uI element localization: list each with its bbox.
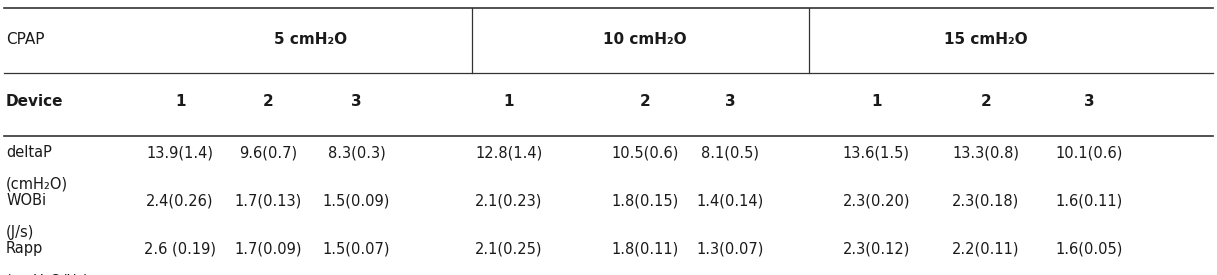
Text: 2.3(0.20): 2.3(0.20) — [842, 193, 910, 208]
Text: (cmH₂O): (cmH₂O) — [6, 177, 68, 192]
Text: 13.9(1.4): 13.9(1.4) — [146, 145, 214, 160]
Text: 1.3(0.07): 1.3(0.07) — [696, 241, 764, 256]
Text: 2: 2 — [981, 94, 991, 109]
Text: 1: 1 — [504, 94, 514, 109]
Text: 2.6 (0.19): 2.6 (0.19) — [144, 241, 217, 256]
Text: Rapp: Rapp — [6, 241, 44, 256]
Text: 2.3(0.12): 2.3(0.12) — [842, 241, 910, 256]
Text: 13.6(1.5): 13.6(1.5) — [842, 145, 910, 160]
Text: 2.4(0.26): 2.4(0.26) — [146, 193, 214, 208]
Text: 2: 2 — [640, 94, 650, 109]
Text: 5 cmH₂O: 5 cmH₂O — [274, 32, 347, 47]
Text: 1.8(0.11): 1.8(0.11) — [611, 241, 679, 256]
Text: 2: 2 — [263, 94, 273, 109]
Text: 8.1(0.5): 8.1(0.5) — [701, 145, 759, 160]
Text: 1.8(0.15): 1.8(0.15) — [611, 193, 679, 208]
Text: 8.3(0.3): 8.3(0.3) — [327, 145, 386, 160]
Text: 1.5(0.07): 1.5(0.07) — [323, 241, 391, 256]
Text: 2.3(0.18): 2.3(0.18) — [952, 193, 1020, 208]
Text: 3: 3 — [1084, 94, 1094, 109]
Text: 10 cmH₂O: 10 cmH₂O — [604, 32, 686, 47]
Text: deltaP: deltaP — [6, 145, 52, 160]
Text: 10.5(0.6): 10.5(0.6) — [611, 145, 679, 160]
Text: Device: Device — [6, 94, 63, 109]
Text: 13.3(0.8): 13.3(0.8) — [952, 145, 1020, 160]
Text: 12.8(1.4): 12.8(1.4) — [475, 145, 543, 160]
Text: (J/s): (J/s) — [6, 225, 34, 240]
Text: 15 cmH₂O: 15 cmH₂O — [944, 32, 1027, 47]
Text: 2.1(0.25): 2.1(0.25) — [475, 241, 543, 256]
Text: 2.1(0.23): 2.1(0.23) — [475, 193, 543, 208]
Text: 1.4(0.14): 1.4(0.14) — [696, 193, 764, 208]
Text: (cmH₂O/l/s): (cmH₂O/l/s) — [6, 273, 90, 275]
Text: 2.2(0.11): 2.2(0.11) — [952, 241, 1020, 256]
Text: 1.6(0.05): 1.6(0.05) — [1055, 241, 1123, 256]
Text: 1.7(0.09): 1.7(0.09) — [234, 241, 302, 256]
Text: 3: 3 — [725, 94, 735, 109]
Text: 10.1(0.6): 10.1(0.6) — [1055, 145, 1123, 160]
Text: 1: 1 — [175, 94, 185, 109]
Text: 3: 3 — [352, 94, 361, 109]
Text: 1.6(0.11): 1.6(0.11) — [1055, 193, 1123, 208]
Text: 1.7(0.13): 1.7(0.13) — [234, 193, 302, 208]
Text: WOBi: WOBi — [6, 193, 46, 208]
Text: 9.6(0.7): 9.6(0.7) — [239, 145, 297, 160]
Text: 1: 1 — [871, 94, 881, 109]
Text: 1.5(0.09): 1.5(0.09) — [323, 193, 391, 208]
Text: CPAP: CPAP — [6, 32, 45, 47]
